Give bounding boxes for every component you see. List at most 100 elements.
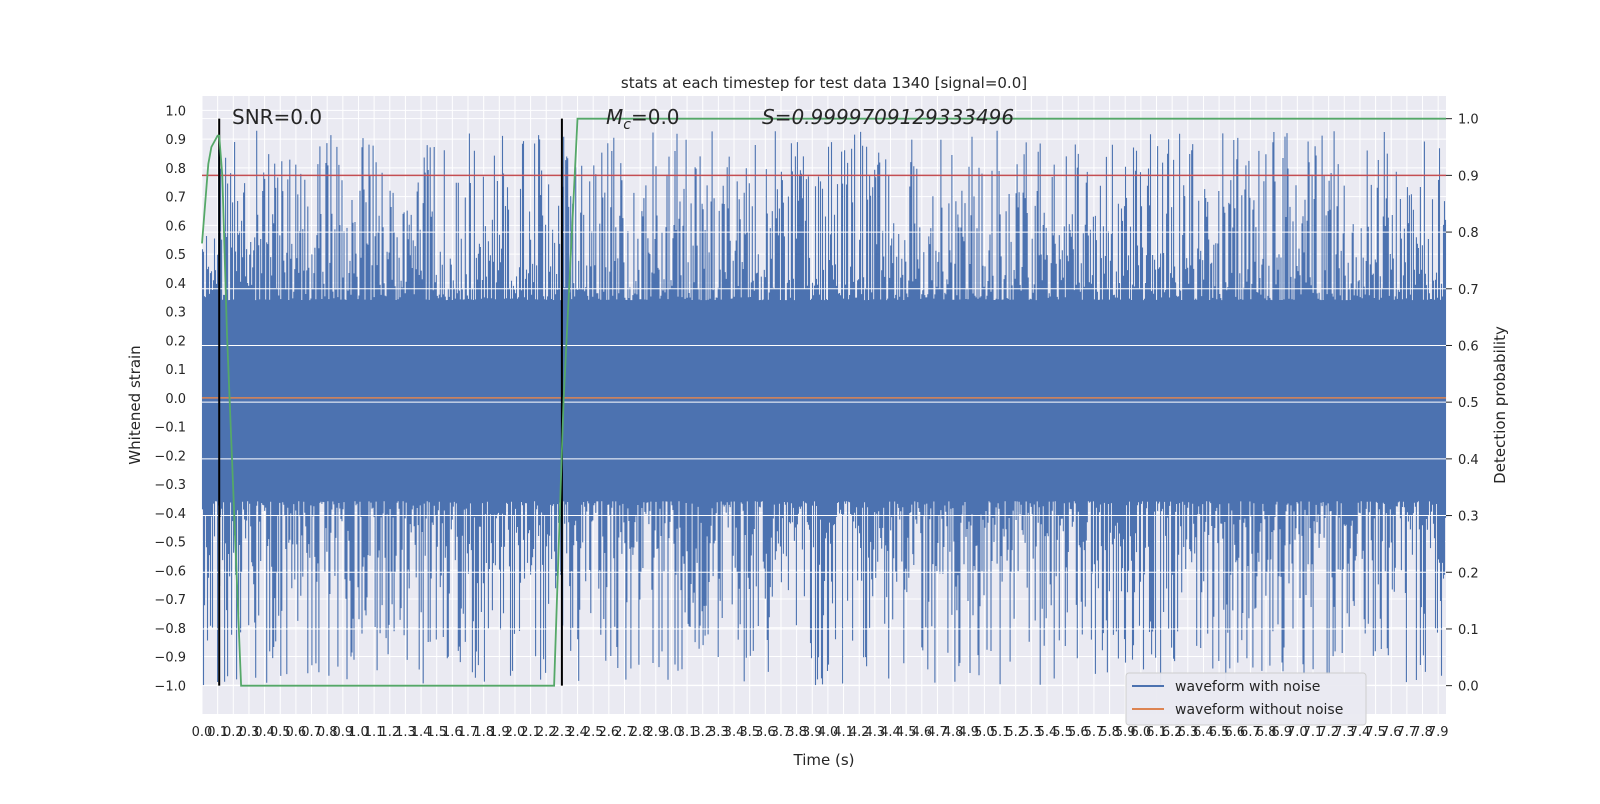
x-tick-label: 5.8 [1099,725,1120,740]
x-tick-label: 2.5 [583,725,604,740]
x-tick-label: 4.2 [849,725,870,740]
x-tick-label: 7.0 [1287,725,1308,740]
y-tick-label-left: −0.2 [154,449,186,464]
x-tick-label: 5.2 [1005,725,1026,740]
x-tick-label: 2.9 [645,725,666,740]
x-tick-label: 7.7 [1397,725,1418,740]
x-tick-label: 5.0 [974,725,995,740]
y-tick-label-left: −0.7 [154,593,186,608]
legend-label-clean: waveform without noise [1175,702,1343,718]
x-tick-label: 0.1 [207,725,228,740]
x-tick-label: 5.9 [1115,725,1136,740]
overlay-lines [201,117,1446,687]
legend-label-noise: waveform with noise [1175,679,1320,695]
y-tick-label-left: −0.3 [154,478,186,493]
legend-box [1125,672,1367,726]
x-tick-label: 3.5 [739,725,760,740]
x-tick-label: 4.9 [958,725,979,740]
y-tick-label-left: 0.5 [165,248,186,263]
x-tick-label: 0.3 [239,725,260,740]
y-tick-label-right: 0.7 [1458,283,1479,298]
y-tick-label-left: 1.0 [165,104,186,119]
y-tick-label-right: 0.5 [1458,396,1479,411]
y-tick-label-left: −0.1 [154,421,186,436]
x-tick-label: 4.0 [818,725,839,740]
y-tick-label-left: 0.2 [165,334,186,349]
x-tick-label: 6.5 [1209,725,1230,740]
x-tick-label: 0.7 [301,725,322,740]
x-tick-label: 3.7 [771,725,792,740]
y-axis-left-label: Whitened strain [126,345,144,464]
y-tick-label-left: −0.4 [154,507,186,522]
x-tick-label: 3.1 [677,725,698,740]
x-tick-label: 2.0 [505,725,526,740]
x-tick-label: 5.7 [1084,725,1105,740]
x-tick-label: 6.6 [1224,725,1245,740]
x-tick-label: 3.4 [724,725,745,740]
x-axis-label: Time (s) [793,751,855,769]
x-tick-label: 2.2 [536,725,557,740]
y-tick-label-right: 0.1 [1458,623,1479,638]
x-tick-label: 1.9 [489,725,510,740]
y-tick-label-left: 0.0 [165,392,186,407]
y-tick-label-left: 0.1 [165,363,186,378]
y-tick-label-left: 0.3 [165,306,186,321]
x-tick-label: 0.4 [254,725,275,740]
x-tick-label: 5.4 [1037,725,1058,740]
y-tick-label-left: −0.8 [154,622,186,637]
x-tick-label: 1.0 [348,725,369,740]
x-tick-label: 4.1 [833,725,854,740]
x-tick-label: 2.6 [598,725,619,740]
x-tick-label: 7.6 [1381,725,1402,740]
x-tick-label: 5.6 [1068,725,1089,740]
x-tick-label: 7.4 [1350,725,1371,740]
y-tick-label-left: 0.9 [165,133,186,148]
x-tick-label: 0.5 [270,725,291,740]
y-tick-label-left: 0.6 [165,219,186,234]
y-tick-label-right: 1.0 [1458,113,1479,128]
y-tick-label-right: 0.9 [1458,169,1479,184]
mc-subscript: c [623,117,631,133]
x-tick-label: 1.5 [426,725,447,740]
y-tick-label-right: 0.4 [1458,453,1479,468]
x-tick-label: 7.1 [1303,725,1324,740]
x-tick-label: 2.3 [552,725,573,740]
x-tick-label: 6.0 [1131,725,1152,740]
x-tick-label: 0.8 [317,725,338,740]
x-tick-label: 6.8 [1256,725,1277,740]
x-tick-label: 1.6 [442,725,463,740]
x-tick-label: 7.8 [1412,725,1433,740]
x-tick-label: 5.1 [990,725,1011,740]
x-tick-label: 3.8 [786,725,807,740]
x-tick-label: 0.2 [223,725,244,740]
s-annotation: S=0.9999709129333496 [762,105,1014,129]
x-tick-label: 1.7 [458,725,479,740]
x-tick-label: 2.1 [520,725,541,740]
y-tick-label-right: 0.0 [1458,680,1479,695]
x-tick-label: 1.1 [364,725,385,740]
x-tick-label: 3.0 [661,725,682,740]
x-tick-label: 6.3 [1177,725,1198,740]
x-axis-ticks: 0.00.10.20.30.40.50.60.70.80.91.01.11.21… [192,725,1449,740]
y-tick-label-left: −1.0 [154,679,186,694]
y-tick-label-right: 0.2 [1458,566,1479,581]
x-tick-label: 6.7 [1240,725,1261,740]
x-tick-label: 0.9 [332,725,353,740]
x-tick-label: 3.3 [708,725,729,740]
x-tick-label: 4.8 [943,725,964,740]
legend: waveform with noise waveform without noi… [1125,672,1367,726]
x-tick-label: 2.4 [567,725,588,740]
x-tick-label: 3.6 [755,725,776,740]
x-tick-label: 7.3 [1334,725,1355,740]
x-tick-label: 3.2 [692,725,713,740]
x-tick-label: 6.2 [1162,725,1183,740]
snr-annotation: SNR=0.0 [232,105,322,129]
detection-probability-line [201,117,1446,687]
chart-title: stats at each timestep for test data 134… [621,74,1027,92]
y-tick-label-left: −0.6 [154,564,186,579]
mc-value: =0.0 [631,105,680,129]
mc-symbol: M [606,105,623,129]
x-tick-label: 1.4 [411,725,432,740]
